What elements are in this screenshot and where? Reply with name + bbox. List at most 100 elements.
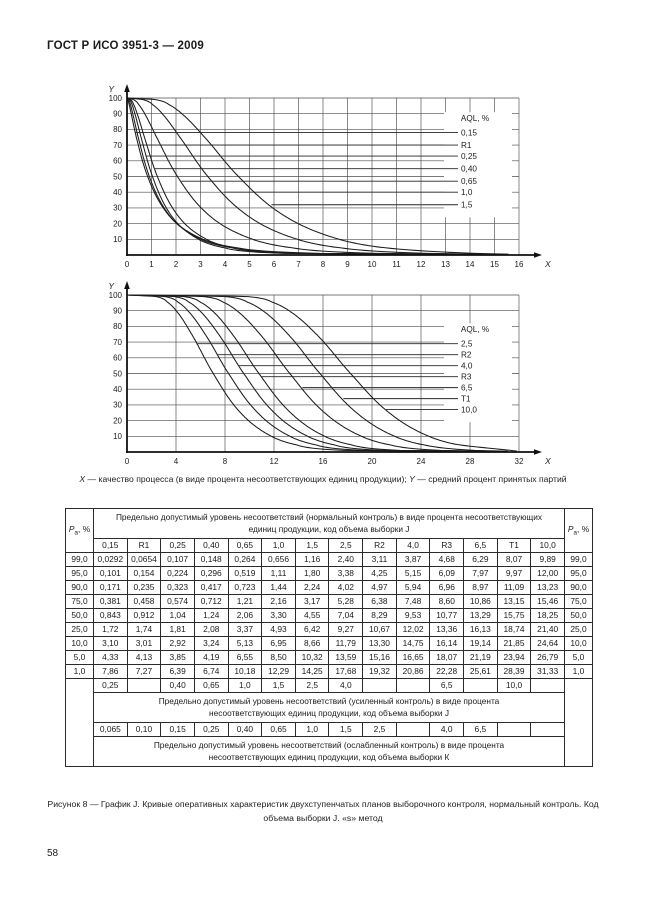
axes bbox=[124, 281, 542, 455]
svg-text:50: 50 bbox=[113, 172, 122, 181]
table-cell: 5,28 bbox=[328, 593, 364, 609]
svg-text:4: 4 bbox=[223, 260, 228, 269]
svg-text:20: 20 bbox=[368, 457, 377, 466]
table-cell: 0,912 bbox=[126, 607, 162, 623]
aql-col-header: 0,25 bbox=[160, 537, 195, 553]
pa-value-cell: 5,0 bbox=[65, 649, 94, 665]
svg-text:24: 24 bbox=[417, 457, 426, 466]
table-cell: 4,02 bbox=[328, 579, 364, 595]
pa-value-cell: 50,0 bbox=[65, 607, 94, 623]
oc-table: Pa, % Предельно допустимый уровень несоот… bbox=[65, 508, 593, 767]
table-row: 90,0 0,171 0,235 0,323 0,417 0,723 1,44 2,24 4,0… bbox=[65, 579, 593, 595]
x-axis-arrow bbox=[534, 252, 542, 258]
table-cell: 0,723 bbox=[227, 579, 263, 595]
table-cell: 4,0 bbox=[429, 721, 465, 737]
y-axis-arrow bbox=[124, 84, 130, 92]
table-cell: 16,65 bbox=[395, 649, 431, 665]
curve-T1 bbox=[126, 294, 508, 452]
table-cell: 4,33 bbox=[93, 649, 128, 665]
table-cell: 2,08 bbox=[193, 621, 229, 637]
table-cell: 13,15 bbox=[496, 593, 532, 609]
table-row: 1,0 7,86 7,27 6,39 6,74 10,18 12,29 14,25 17,68 1… bbox=[65, 663, 593, 679]
curves bbox=[126, 97, 509, 255]
table-cell: 21,85 bbox=[496, 635, 532, 651]
axis-note-y-symbol: Y bbox=[409, 474, 415, 484]
axis-note-x-symbol: X bbox=[79, 474, 86, 484]
curve-R2 bbox=[126, 294, 478, 452]
table-cell: 1,81 bbox=[160, 621, 195, 637]
axis-note-x-text: — качество процесса (в виде процента нес… bbox=[85, 474, 410, 484]
svg-text:90: 90 bbox=[113, 307, 122, 316]
empty-pa-cell bbox=[564, 677, 593, 767]
table-cell: 0,10 bbox=[126, 721, 162, 737]
aql-col-header: 0,15 bbox=[93, 537, 128, 553]
aql-mapping-row: 0,25 0,40 0,65 1,0 1,5 2,5 4,0 6,5 10,0 bbox=[65, 677, 593, 767]
svg-text:50: 50 bbox=[113, 369, 122, 378]
svg-text:0: 0 bbox=[125, 260, 130, 269]
table-cell: 9,89 bbox=[530, 551, 565, 567]
svg-text:28: 28 bbox=[466, 457, 475, 466]
table-cell: 26,79 bbox=[530, 649, 565, 665]
aql-mapping-row: 0,065 0,10 0,15 0,25 0,40 0,65 1,0 1,5 2,5 4,0 6,5 bbox=[66, 721, 593, 737]
legend-label-R2: R2 bbox=[461, 350, 472, 359]
curve-0,15 bbox=[126, 97, 467, 255]
curve-1,0 bbox=[126, 97, 496, 255]
svg-text:3: 3 bbox=[198, 260, 203, 269]
svg-text:100: 100 bbox=[109, 291, 123, 300]
svg-text:80: 80 bbox=[113, 125, 122, 134]
pa-value-cell: 50,0 bbox=[564, 607, 593, 623]
pa-value-cell: 5,0 bbox=[564, 649, 593, 665]
legend-label-2,5: 2,5 bbox=[461, 339, 473, 348]
table-cell: 6,95 bbox=[261, 635, 296, 651]
table-cell bbox=[362, 677, 397, 693]
empty-pa-cell bbox=[65, 677, 94, 767]
table-cell: 13,30 bbox=[362, 635, 397, 651]
table-cell: 5,94 bbox=[395, 579, 431, 595]
table-cell: 0,224 bbox=[160, 565, 195, 581]
legend-label-0,15: 0,15 bbox=[461, 128, 477, 137]
table-cell: 2,5 bbox=[362, 721, 397, 737]
legend-label-10,0: 10,0 bbox=[461, 405, 477, 414]
table-cell: 1,72 bbox=[93, 621, 128, 637]
aql-col-header: 1,5 bbox=[294, 537, 330, 553]
pa-value-cell: 25,0 bbox=[65, 621, 94, 637]
svg-text:30: 30 bbox=[113, 204, 122, 213]
table-cell: 0,417 bbox=[193, 579, 229, 595]
aql-col-header: 0,40 bbox=[193, 537, 229, 553]
y-axis-label: Y bbox=[108, 281, 115, 291]
axes bbox=[124, 84, 542, 258]
table-cell: 21,19 bbox=[463, 649, 498, 665]
svg-text:60: 60 bbox=[113, 157, 122, 166]
table-cell: 7,27 bbox=[126, 663, 162, 679]
table-cell: 23,94 bbox=[496, 649, 532, 665]
table-cell bbox=[496, 721, 532, 737]
legend-label-1,0: 1,0 bbox=[461, 188, 473, 197]
legend-label-6,5: 6,5 bbox=[461, 383, 473, 392]
svg-text:16: 16 bbox=[319, 457, 328, 466]
y-axis-arrow bbox=[124, 281, 130, 289]
table-cell: 8,66 bbox=[294, 635, 330, 651]
pa-value-cell: 95,0 bbox=[65, 565, 94, 581]
curve-0,25 bbox=[126, 97, 457, 255]
pa-value-cell: 75,0 bbox=[564, 593, 593, 609]
svg-text:20: 20 bbox=[113, 219, 122, 228]
pa-header-cell: Pa, % bbox=[564, 508, 593, 553]
curve-R3 bbox=[126, 294, 488, 452]
svg-text:7: 7 bbox=[296, 260, 301, 269]
table-cell: 2,92 bbox=[160, 635, 195, 651]
table-cell: 13,29 bbox=[463, 607, 498, 623]
curve-0,40 bbox=[126, 97, 459, 255]
table-cell: 0,171 bbox=[93, 579, 128, 595]
table-cell: 12,00 bbox=[530, 565, 565, 581]
table-cell: 10,86 bbox=[463, 593, 498, 609]
aql-col-header: 6,5 bbox=[463, 537, 498, 553]
svg-text:12: 12 bbox=[417, 260, 426, 269]
table-cell: 3,01 bbox=[126, 635, 162, 651]
table-cell: 1,24 bbox=[193, 607, 229, 623]
table-cell: 12,29 bbox=[261, 663, 296, 679]
svg-text:11: 11 bbox=[392, 260, 401, 269]
svg-text:12: 12 bbox=[270, 457, 279, 466]
pa-value-cell: 1,0 bbox=[564, 663, 593, 679]
table-cell: 1,5 bbox=[261, 677, 296, 693]
